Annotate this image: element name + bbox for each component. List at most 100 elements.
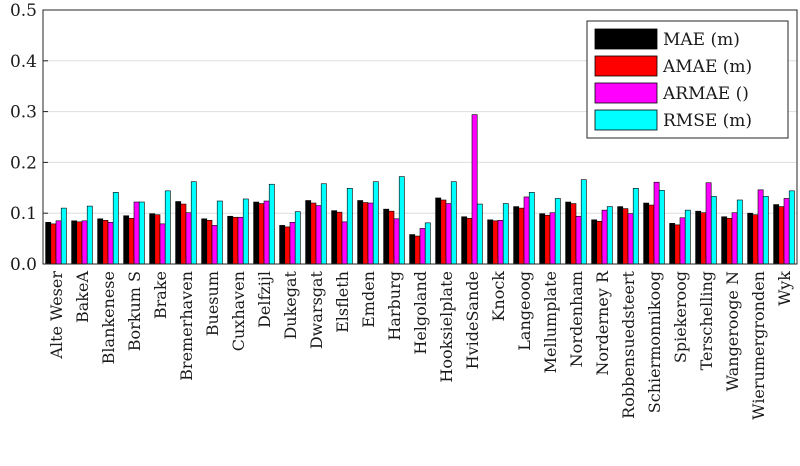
bar-amae [648,204,655,265]
y-tick-label: 0.1 [10,204,37,224]
bar-mae [279,225,286,265]
bar-amae [232,216,239,265]
y-tick-label: 0.5 [10,1,37,21]
bar-amae [544,214,551,265]
x-category-label: Schiermonnikoog [645,271,664,413]
x-category-label: Wangerooge N [723,271,742,391]
bar-amae [50,223,57,265]
bar-rmse [398,176,405,265]
bar-mae [565,201,572,265]
bar-mae [331,210,338,265]
bar-amae [336,211,343,265]
x-category-label: Elsfleth [333,271,352,333]
y-tick-label: 0.0 [10,255,37,275]
bar-rmse [684,209,691,265]
bar-rmse [216,200,223,265]
bar-mae [383,208,390,265]
bar-mae [253,201,260,265]
x-category-label: Borkum S [125,271,144,351]
bar-rmse [788,190,795,265]
bar-rmse [138,201,145,265]
legend-label: ARMAE () [662,84,749,104]
bar-mae [175,201,182,265]
legend-swatch [594,82,658,104]
bar-armae [185,212,192,265]
bar-mae [409,234,416,265]
x-category-label: Dwarsgat [307,270,326,349]
x-category-label: Buesum [203,271,222,336]
bar-armae [393,218,400,265]
bar-mae [643,202,650,265]
axes-layer [42,9,798,265]
legend-swatch [594,55,658,77]
bar-armae [549,212,556,265]
bar-amae [206,220,213,265]
bar-mae [773,204,780,265]
bar-armae [731,212,738,265]
bar-mae [617,206,624,265]
bar-amae [778,206,785,265]
bar-amae [726,217,733,265]
x-category-label: Harburg [385,271,404,341]
x-category-label: Langeoog [515,271,534,351]
bar-rmse [372,181,379,265]
x-category-label: Dukegat [281,270,300,339]
bar-armae [601,209,608,265]
x-category-labels: Alte Weser BakeA Blankenese Borkum S Brake Br… [47,270,794,420]
bar-rmse [502,203,509,265]
bar-amae [76,221,83,265]
bar-rmse [86,205,93,265]
bar-rmse [346,188,353,265]
y-tick-label: 0.2 [10,153,37,173]
bar-mae [591,219,598,265]
bar-rmse [164,190,171,265]
bar-armae [705,182,712,265]
x-category-label: Helgoland [411,271,430,355]
x-category-label: Emden [359,271,378,328]
bar-armae [263,200,270,265]
legend-label: AMAE (m) [662,57,752,77]
legend-swatch [594,28,658,50]
legend-label: RMSE (m) [663,111,752,131]
x-category-label: Norderney R [593,270,612,376]
x-category-label: Spiekeroog [671,271,690,363]
bar-amae [440,199,447,265]
x-category-label: Wierumergronden [749,271,768,420]
bar-armae [55,220,62,265]
bar-amae [362,202,369,265]
bar-amae [284,226,291,265]
bar-amae [180,203,187,265]
x-category-label: Wyk [775,271,794,306]
y-tick-label: 0.3 [10,103,37,123]
bar-rmse [60,207,67,265]
bar-amae [414,235,421,265]
legend-label: MAE (m) [663,30,740,50]
bar-armae [289,222,296,265]
legend-swatch [594,109,658,131]
bar-armae [523,196,530,265]
bar-rmse [320,183,327,265]
bar-mae [695,210,702,265]
bar-rmse [528,192,535,265]
bar-rmse [190,181,197,265]
bar-mae [123,215,130,265]
bar-armae [419,228,426,265]
bar-armae [445,203,452,265]
bar-rmse [450,181,457,265]
bar-rmse [710,196,717,265]
bar-amae [492,220,499,265]
bar-rmse [476,203,483,265]
bar-amae [700,212,707,265]
bar-armae [211,225,218,265]
bar-armae [757,189,764,265]
x-category-label: Bremerhaven [177,271,196,381]
x-category-label: Alte Weser [47,271,66,360]
bar-rmse [606,206,613,265]
bar-armae [133,201,140,265]
x-category-label: Delfzijl [255,271,274,328]
bar-rmse [736,199,743,265]
x-category-label: Mellumplate [541,271,560,373]
x-category-label: BakeA [73,271,92,323]
bar-armae [237,216,244,265]
